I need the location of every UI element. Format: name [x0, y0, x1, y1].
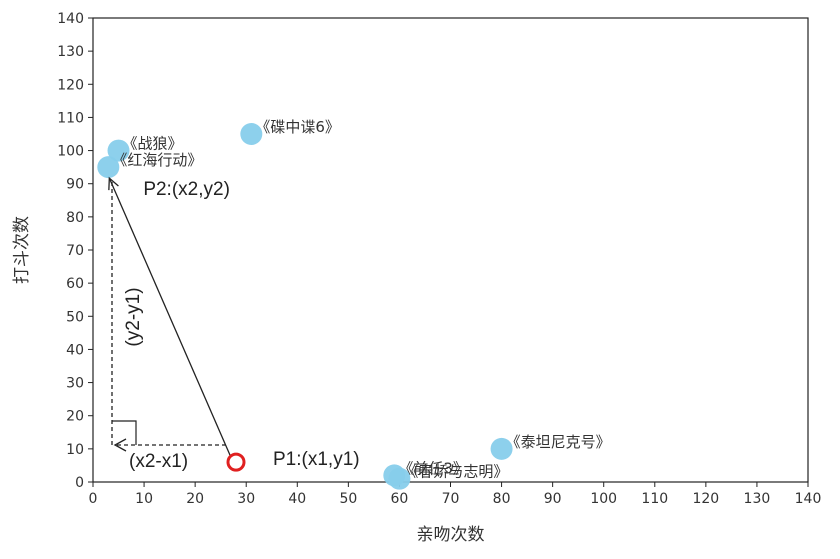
- y-tick-label: 30: [66, 376, 84, 392]
- query-point-p1: [226, 452, 246, 472]
- plot-border: [92, 17, 809, 483]
- x-tick-label: 120: [692, 491, 719, 507]
- y-tick-label: 50: [66, 309, 84, 325]
- x-tick-label: 30: [237, 491, 255, 507]
- plot-frame: [92, 17, 809, 483]
- x-tick-label: 70: [442, 491, 460, 507]
- data-point-label: 《前任3》: [398, 459, 468, 477]
- dy-label: (y2-y1): [123, 287, 144, 346]
- y-tick-label: 10: [66, 442, 84, 458]
- y-tick-label: 60: [66, 276, 84, 292]
- y-axis-label: 打斗次数: [12, 216, 32, 284]
- data-point: [107, 139, 130, 162]
- x-axis-ticks: 0 10 20 30 40 50 60 70 80 90 100 110 120 130 140: [89, 482, 822, 507]
- data-point: [388, 467, 411, 490]
- data-point-label: 《泰坦尼克号》: [506, 433, 611, 451]
- p2-label: P2:(x2,y2): [143, 179, 230, 200]
- x-tick-label: 20: [186, 491, 204, 507]
- x-tick-label: 40: [288, 491, 306, 507]
- x-tick-label: 50: [339, 491, 357, 507]
- x-tick-label: 60: [391, 491, 409, 507]
- x-tick-label: 0: [89, 491, 98, 507]
- y-tick-label: 20: [66, 409, 84, 425]
- dx-label: (x2-x1): [129, 451, 188, 472]
- x-tick-label: 90: [544, 491, 562, 507]
- p1-label: P1:(x1,y1): [273, 449, 360, 470]
- right-angle-marker: [112, 420, 137, 445]
- data-point: [490, 437, 513, 460]
- y-tick-label: 70: [66, 243, 84, 259]
- distance-annotation: P1:(x1,y1) P2:(x2,y2) (x2-x1) (y2-y1): [108, 176, 360, 472]
- x-tick-label: 10: [135, 491, 153, 507]
- x-tick-label: 130: [744, 491, 771, 507]
- y-tick-label: 0: [75, 475, 84, 491]
- x-tick-label: 110: [641, 491, 668, 507]
- y-tick-label: 120: [57, 77, 84, 93]
- distance-arrow-line: [108, 177, 231, 456]
- distance-arrowhead: [108, 176, 119, 191]
- y-axis-ticks: 0 10 20 30 40 50 60 70 80 90 100 110 120 130 140: [57, 11, 93, 491]
- y-tick-label: 140: [57, 11, 84, 27]
- data-point: [97, 156, 120, 179]
- data-point-label: 《战狼》: [123, 135, 183, 153]
- data-point-label: 《碟中谍6》: [255, 118, 340, 136]
- dx-arrowhead: [113, 438, 127, 452]
- y-tick-label: 130: [57, 44, 84, 60]
- y-tick-label: 110: [57, 110, 84, 126]
- y-tick-label: 80: [66, 210, 84, 226]
- x-tick-label: 140: [795, 491, 822, 507]
- data-point-label: 《春娇与志明》: [403, 463, 508, 481]
- y-tick-label: 40: [66, 342, 84, 358]
- data-points: 《战狼》《红海行动》 《碟中谍6》《前任3》《春娇与志明》 《泰坦尼克号》: [97, 118, 611, 490]
- x-axis-label: 亲吻次数: [417, 525, 485, 545]
- y-tick-label: 90: [66, 177, 84, 193]
- x-tick-label: 80: [493, 491, 511, 507]
- data-point: [240, 123, 263, 145]
- y-tick-label: 100: [57, 144, 84, 160]
- x-tick-label: 100: [590, 491, 617, 507]
- data-point-label: 《红海行动》: [112, 151, 202, 169]
